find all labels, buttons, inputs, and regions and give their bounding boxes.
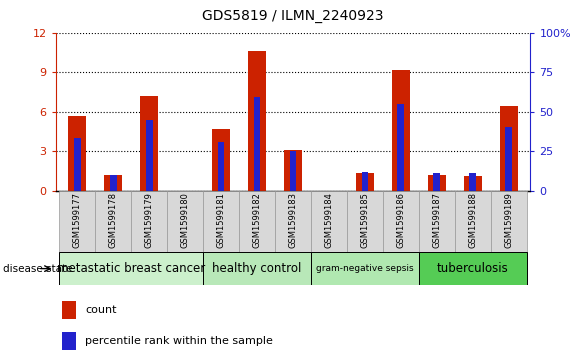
Bar bbox=[203, 191, 239, 252]
Bar bbox=[356, 174, 374, 191]
Text: healthy control: healthy control bbox=[212, 262, 302, 275]
Text: GSM1599188: GSM1599188 bbox=[468, 192, 477, 248]
Bar bbox=[59, 191, 95, 252]
Bar bbox=[284, 150, 302, 191]
Bar bbox=[419, 252, 527, 285]
Bar bbox=[311, 191, 347, 252]
Bar bbox=[428, 175, 446, 191]
Bar bbox=[311, 252, 419, 285]
Bar bbox=[455, 191, 491, 252]
Text: GSM1599189: GSM1599189 bbox=[505, 192, 513, 248]
Bar bbox=[217, 142, 224, 191]
Bar bbox=[347, 191, 383, 252]
Bar bbox=[203, 252, 311, 285]
Bar bbox=[383, 191, 419, 252]
Bar bbox=[469, 173, 476, 191]
Text: tuberculosis: tuberculosis bbox=[437, 262, 509, 275]
Bar bbox=[464, 176, 482, 191]
Bar bbox=[397, 104, 404, 191]
Bar bbox=[248, 51, 266, 191]
Text: GSM1599187: GSM1599187 bbox=[432, 192, 441, 248]
Bar bbox=[505, 127, 512, 191]
Bar bbox=[434, 173, 440, 191]
Text: GSM1599181: GSM1599181 bbox=[217, 192, 226, 248]
Bar bbox=[110, 175, 117, 191]
Text: percentile rank within the sample: percentile rank within the sample bbox=[85, 336, 273, 346]
Bar bbox=[104, 175, 122, 191]
Bar bbox=[74, 138, 81, 191]
Bar bbox=[62, 332, 76, 350]
Bar bbox=[491, 191, 527, 252]
Bar bbox=[167, 191, 203, 252]
Text: GSM1599184: GSM1599184 bbox=[325, 192, 333, 248]
Text: metastatic breast cancer: metastatic breast cancer bbox=[57, 262, 205, 275]
Bar bbox=[131, 191, 167, 252]
Bar bbox=[68, 115, 86, 191]
Bar bbox=[275, 191, 311, 252]
Text: gram-negative sepsis: gram-negative sepsis bbox=[316, 264, 414, 273]
Bar bbox=[140, 96, 158, 191]
Bar bbox=[362, 172, 369, 191]
Text: disease state: disease state bbox=[3, 264, 73, 274]
Bar bbox=[146, 119, 152, 191]
Text: GSM1599177: GSM1599177 bbox=[73, 192, 81, 248]
Bar bbox=[392, 70, 410, 191]
Text: GSM1599185: GSM1599185 bbox=[360, 192, 369, 248]
Text: GSM1599186: GSM1599186 bbox=[396, 192, 406, 248]
Bar bbox=[419, 191, 455, 252]
Bar bbox=[500, 106, 518, 191]
Bar bbox=[62, 301, 76, 319]
Text: GSM1599180: GSM1599180 bbox=[180, 192, 190, 248]
Text: GSM1599179: GSM1599179 bbox=[145, 192, 154, 248]
Bar bbox=[239, 191, 275, 252]
Bar bbox=[95, 191, 131, 252]
Text: GSM1599178: GSM1599178 bbox=[109, 192, 118, 248]
Bar bbox=[59, 252, 203, 285]
Text: GDS5819 / ILMN_2240923: GDS5819 / ILMN_2240923 bbox=[202, 9, 384, 23]
Bar bbox=[212, 129, 230, 191]
Text: GSM1599183: GSM1599183 bbox=[288, 192, 298, 248]
Bar bbox=[254, 97, 260, 191]
Text: GSM1599182: GSM1599182 bbox=[253, 192, 261, 248]
Bar bbox=[289, 151, 297, 191]
Text: count: count bbox=[85, 305, 117, 315]
